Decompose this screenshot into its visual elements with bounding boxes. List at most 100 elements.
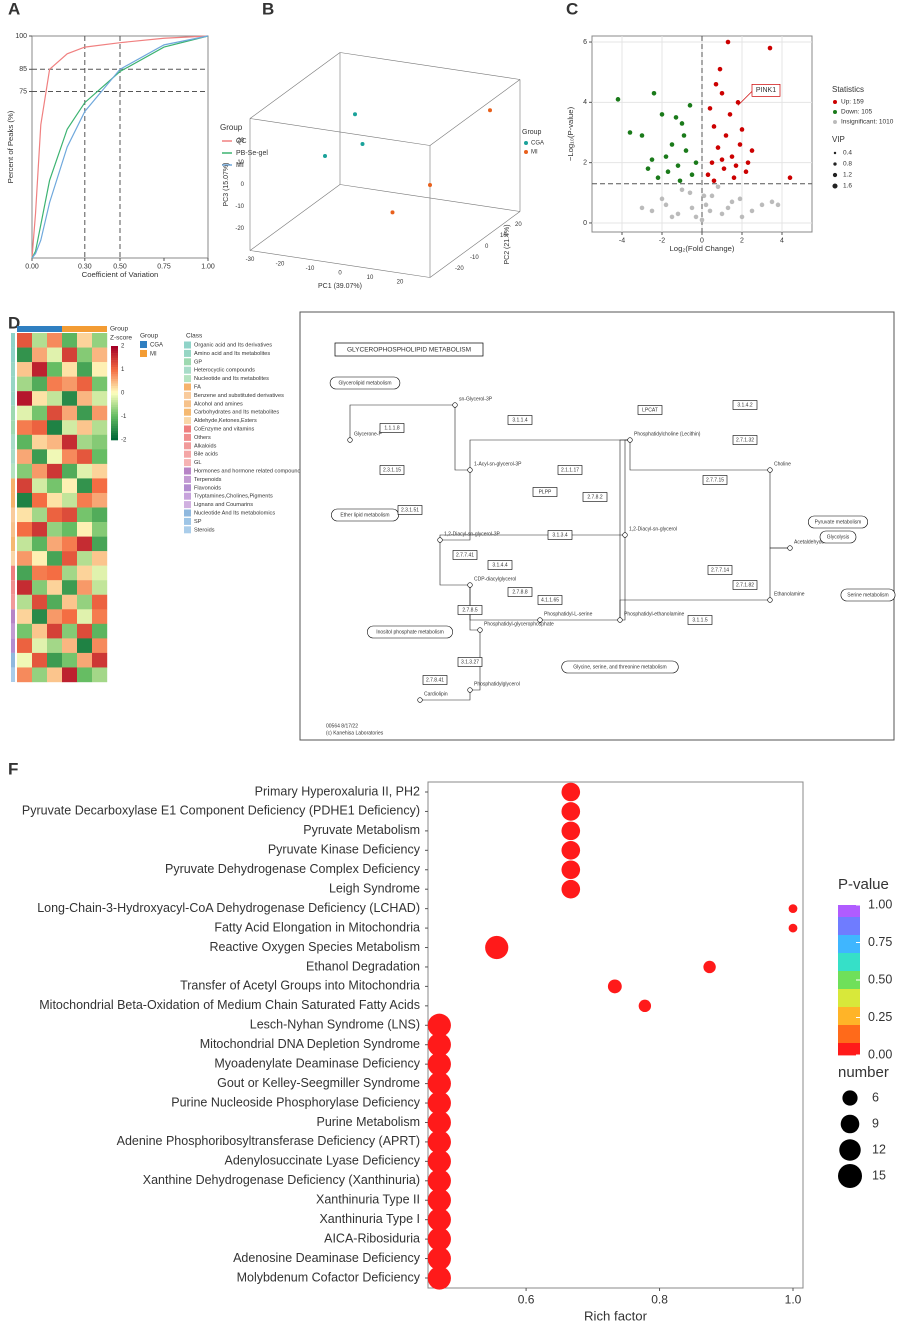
colorbar-step	[111, 369, 118, 373]
bubble	[561, 782, 581, 802]
enzyme-box	[507, 415, 533, 425]
point	[645, 166, 651, 171]
legend-title: Statistics	[832, 85, 864, 94]
class-bar	[11, 391, 15, 406]
colorbar-step	[838, 983, 860, 987]
heat-cell	[17, 522, 33, 537]
panel-letter: C	[566, 0, 578, 18]
point	[615, 97, 621, 102]
point	[488, 108, 492, 113]
heat-cell	[62, 609, 78, 625]
heat-cell	[47, 551, 63, 566]
legend-swatch	[833, 110, 837, 114]
panel-letter: B	[262, 0, 274, 18]
z-tick-label: 0	[241, 182, 245, 188]
x-tick-label: 0	[338, 271, 342, 277]
map-link	[561, 660, 679, 674]
heat-cell	[62, 347, 78, 363]
heat-cell	[92, 609, 108, 625]
heat-cell	[47, 449, 63, 465]
colorbar-step	[838, 965, 860, 969]
point	[353, 112, 357, 117]
point	[749, 208, 755, 214]
point	[725, 205, 731, 211]
category-label: Xanthine Dehydrogenase Deficiency (Xanth…	[143, 1173, 420, 1187]
legend-label: CGA	[150, 343, 163, 349]
reaction-line	[454, 405, 470, 471]
class-bar	[11, 362, 15, 377]
x-tick-label: -2	[659, 238, 665, 245]
colorbar-step	[838, 944, 860, 948]
colorbar-step	[838, 971, 860, 975]
heat-cell	[47, 536, 63, 552]
class-swatch	[184, 459, 191, 467]
legend-label: QC	[236, 138, 247, 145]
heat-cell	[32, 594, 48, 610]
enzyme-box	[379, 465, 405, 475]
heat-cell	[17, 362, 33, 377]
class-bar	[11, 623, 15, 639]
pathway-footer: 00564 8/17/22	[326, 723, 358, 729]
category-label: Pyruvate Dehydrogenase Complex Deficienc…	[165, 862, 421, 876]
colorbar-step	[838, 929, 860, 933]
heat-cell	[92, 463, 108, 479]
enzyme-box	[732, 400, 758, 410]
category-label: Pyruvate Metabolism	[303, 823, 420, 837]
bubble	[427, 1188, 451, 1212]
class-bar	[11, 580, 15, 595]
colorbar-title: P-value	[838, 876, 889, 893]
map-label: Glycerolipid metabolism	[338, 380, 391, 386]
size-legend-label: 6	[872, 1090, 879, 1104]
y-axis-label: PC2 (21.4%)	[504, 224, 511, 264]
colorbar-step	[838, 923, 860, 927]
heat-cell	[77, 565, 93, 581]
colorbar-step	[111, 381, 118, 384]
heat-cell	[62, 536, 78, 552]
colorbar-step	[838, 1001, 860, 1005]
compound	[787, 545, 793, 551]
colorbar-step	[838, 1013, 860, 1017]
colorbar-step	[838, 974, 860, 978]
heat-cell	[77, 594, 93, 610]
heat-cell	[77, 463, 93, 479]
x-tick-label: 1.0	[785, 1293, 802, 1307]
heat-cell	[32, 333, 48, 348]
colorbar-step	[111, 414, 118, 417]
colorbar-step	[838, 938, 860, 942]
point	[679, 187, 685, 193]
map-link	[366, 625, 453, 639]
compound-label: Phosphatidylglycerol	[474, 681, 520, 687]
colorbar-step	[838, 989, 860, 993]
colorbar-step	[838, 941, 860, 945]
heat-cell	[17, 551, 33, 566]
reaction-line	[440, 470, 471, 541]
map-label: Serine metabolism	[847, 592, 888, 598]
colorbar-tick-label: 1	[121, 367, 125, 373]
heat-cell	[17, 652, 33, 668]
legend-label: MI	[150, 352, 157, 358]
class-label: SP	[194, 519, 202, 525]
y-tick-label: 75	[19, 88, 27, 95]
enzyme-box	[707, 565, 733, 575]
enzyme-label: 2.3.1.51	[401, 507, 419, 513]
y-axis-label: Percent of Peaks (%)	[6, 110, 15, 183]
category-label: Mitochondrial Beta-Oxidation of Medium C…	[39, 998, 420, 1012]
legend-label: MI	[531, 150, 538, 156]
class-bar	[11, 522, 15, 537]
legend-swatch	[140, 350, 147, 357]
colorbar-tick-label: 0.75	[868, 935, 892, 949]
heat-cell	[62, 623, 78, 639]
heat-cell	[47, 405, 63, 421]
reaction-line	[470, 630, 481, 691]
colorbar-step	[838, 920, 860, 924]
heat-cell	[47, 522, 63, 537]
x-tick-label: -30	[246, 257, 255, 263]
colorbar-step	[838, 1010, 860, 1014]
class-swatch	[184, 400, 191, 408]
enzyme-label: 2.7.8.2	[587, 494, 603, 500]
class-swatch	[184, 492, 191, 500]
heat-cell	[62, 551, 78, 566]
heat-cell	[47, 652, 63, 668]
class-label: Nucleotide And Its metabolomics	[194, 510, 275, 516]
heat-cell	[62, 420, 78, 435]
